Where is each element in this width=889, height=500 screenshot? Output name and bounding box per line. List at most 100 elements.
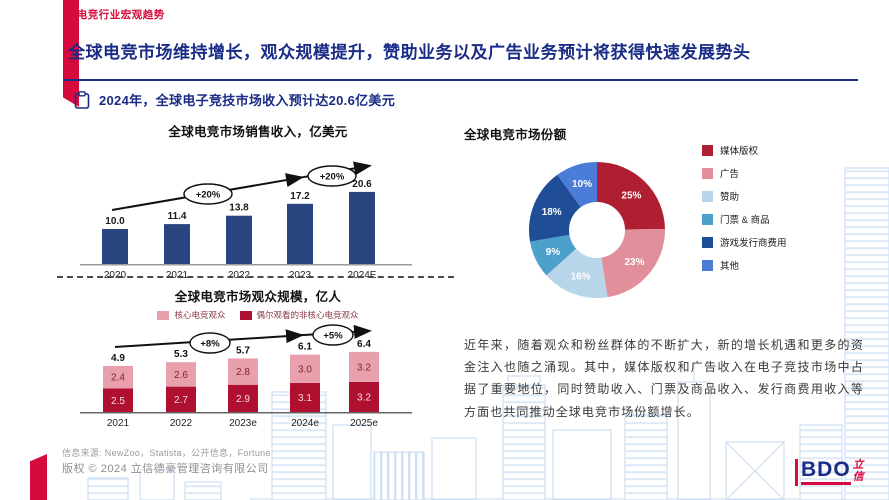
growth-badge — [307, 165, 357, 187]
revenue-bar-2024E — [349, 191, 375, 264]
legend-label: 媒体版权 — [720, 146, 759, 157]
legend-item: 其他 — [702, 258, 787, 272]
audience-core-label: 3.1 — [298, 393, 312, 404]
revenue-bar-2021 — [164, 224, 190, 264]
legend-swatch — [702, 167, 713, 179]
audience-total-label: 5.3 — [174, 349, 188, 360]
audience-casual-bar-2024e — [290, 354, 320, 383]
share-percent-label: 18% — [542, 207, 562, 218]
revenue-value-label: 20.6 — [352, 179, 372, 190]
legend-swatch — [702, 190, 713, 202]
share-chart-title: 全球电竞市场份额 — [464, 128, 567, 142]
eyebrow-label: 电竞行业宏观趋势 — [76, 9, 165, 21]
logo-cn-2: 信 — [852, 471, 864, 484]
key-point: 2024年，全球电子竞技市场收入预计达20.6亿美元 — [74, 90, 395, 109]
dashed-divider — [57, 276, 454, 278]
revenue-x-label: 2020 — [104, 270, 127, 281]
share-legend: 媒体版权广告赞助门票 & 商品游戏发行商费用 其他 — [702, 143, 787, 272]
bullet-icon: • — [68, 7, 73, 21]
share-percent-label: 25% — [621, 191, 641, 202]
legend-item: 游戏发行商费用 — [702, 235, 787, 249]
legend-label: 游戏发行商费用 — [720, 238, 787, 249]
revenue-x-label: 2021 — [166, 270, 189, 281]
market-share-panel: 全球电竞市场份额 25% 23% 16% 9% 18% 10% 媒体版权广告赞助门票 & … — [464, 124, 866, 419]
legend-swatch — [239, 310, 252, 320]
growth-badge — [183, 183, 233, 205]
legend-swatch — [702, 213, 713, 225]
audience-casual-label: 3.2 — [357, 362, 371, 373]
logo-cn-text: 立 信 — [853, 459, 864, 483]
legend-label: 广告 — [720, 169, 740, 180]
donut-hole — [569, 202, 625, 258]
audience-chart: 全球电竞市场观众规模，亿人 核心电竞观众 偶尔观看的非核心电竞观众 2.5 2.4 4… — [60, 286, 456, 436]
audience-core-bar-2021 — [103, 388, 133, 412]
legend-swatch — [702, 144, 713, 156]
share-donut-plot: 25% 23% 16% 9% 18% 10% — [528, 162, 665, 299]
audience-total-label: 6.4 — [357, 339, 371, 350]
logo-bar — [795, 459, 798, 486]
audience-core-label: 2.5 — [111, 396, 125, 407]
growth-badge — [189, 332, 231, 354]
audience-legend: 核心电竞观众 偶尔观看的非核心电竞观众 — [60, 309, 456, 321]
legend-label: 核心电竞观众 — [174, 310, 226, 320]
copyright-note: 版权 © 2024 立信德豪管理咨询有限公司 — [62, 463, 269, 475]
legend-swatch — [702, 236, 713, 248]
revenue-value-label: 10.0 — [105, 216, 125, 227]
audience-casual-label: 3.0 — [298, 364, 312, 375]
legend-label: 门票 & 商品 — [720, 215, 770, 226]
share-percent-label: 23% — [624, 257, 644, 268]
revenue-chart-title: 全球电竞市场销售收入，亿美元 — [168, 125, 348, 139]
header-divider — [63, 79, 858, 81]
revenue-x-label: 2024E — [348, 270, 377, 281]
legend-item: 媒体版权 — [702, 143, 787, 157]
audience-casual-label: 2.4 — [111, 373, 125, 384]
audience-x-label: 2021 — [107, 418, 130, 429]
share-percent-label: 9% — [546, 247, 561, 258]
legend-item: 偶尔观看的非核心电竞观众 — [239, 309, 359, 321]
audience-casual-bar-2023e — [228, 358, 258, 385]
analysis-text: 近年来，随着观众和粉丝群体的不断扩大，新的增长机遇和更多的资金注入也随之涌现。其… — [464, 338, 864, 419]
audience-core-bar-2022 — [166, 386, 196, 412]
revenue-value-label: 17.2 — [290, 191, 310, 202]
revenue-x-label: 2022 — [228, 270, 251, 281]
legend-item: 赞助 — [702, 189, 787, 203]
share-percent-label: 10% — [572, 179, 592, 190]
audience-x-label: 2025e — [350, 418, 378, 429]
share-percent-label: 16% — [571, 272, 591, 283]
growth-badge-label: +20% — [320, 172, 345, 183]
legend-swatch — [702, 259, 713, 271]
revenue-bar-2020 — [102, 229, 128, 264]
audience-casual-bar-2025e — [349, 351, 379, 382]
source-note: 信息来源: NewZoo，Statista，公开信息，Fortune — [62, 448, 271, 458]
bdo-logo: BDO 立 信 — [795, 459, 864, 486]
audience-core-bar-2025e — [349, 381, 379, 412]
growth-badge-label: +20% — [196, 190, 221, 201]
audience-total-label: 4.9 — [111, 353, 125, 364]
revenue-bar-plot: 10.0 2020 11.4 2021 13.8 2022 17.2 2023 20.6 2024… — [80, 161, 412, 281]
audience-casual-label: 2.6 — [174, 370, 188, 381]
audience-total-label: 5.7 — [236, 345, 250, 356]
audience-core-label: 2.7 — [174, 395, 188, 406]
audience-total-label: 6.1 — [298, 342, 312, 353]
key-point-text: 2024年，全球电子竞技市场收入预计达20.6亿美元 — [99, 93, 396, 108]
logo-text: BDO — [801, 459, 851, 485]
audience-chart-title: 全球电竞市场观众规模，亿人 — [174, 290, 342, 304]
revenue-value-label: 11.4 — [168, 211, 187, 222]
audience-stacked-plot: 2.5 2.4 4.9 2021 2.7 2.6 5.3 2022 2.9 2.8 5.7 2023e… — [80, 324, 412, 429]
legend-label: 赞助 — [720, 192, 740, 203]
revenue-bar-2023 — [287, 203, 313, 264]
revenue-chart: 全球电竞市场销售收入，亿美元 10.0 2020 11.4 2021 13.8 2022 1… — [60, 121, 456, 289]
audience-core-label: 2.9 — [236, 394, 250, 405]
audience-casual-bar-2021 — [103, 365, 133, 389]
legend-swatch — [157, 310, 170, 320]
section-eyebrow: • 电竞行业宏观趋势 — [68, 7, 165, 22]
legend-label: 偶尔观看的非核心电竞观众 — [256, 310, 359, 320]
corner-accent — [30, 454, 47, 500]
audience-x-label: 2022 — [170, 418, 193, 429]
legend-label: 其他 — [720, 261, 740, 272]
page-title: 全球电竞市场维持增长，观众规模提升，赞助业务以及广告业务预计将获得快速发展势头 — [68, 43, 751, 62]
clipboard-icon — [74, 90, 90, 109]
legend-item: 广告 — [702, 166, 787, 180]
legend-item: 核心电竞观众 — [157, 309, 226, 321]
